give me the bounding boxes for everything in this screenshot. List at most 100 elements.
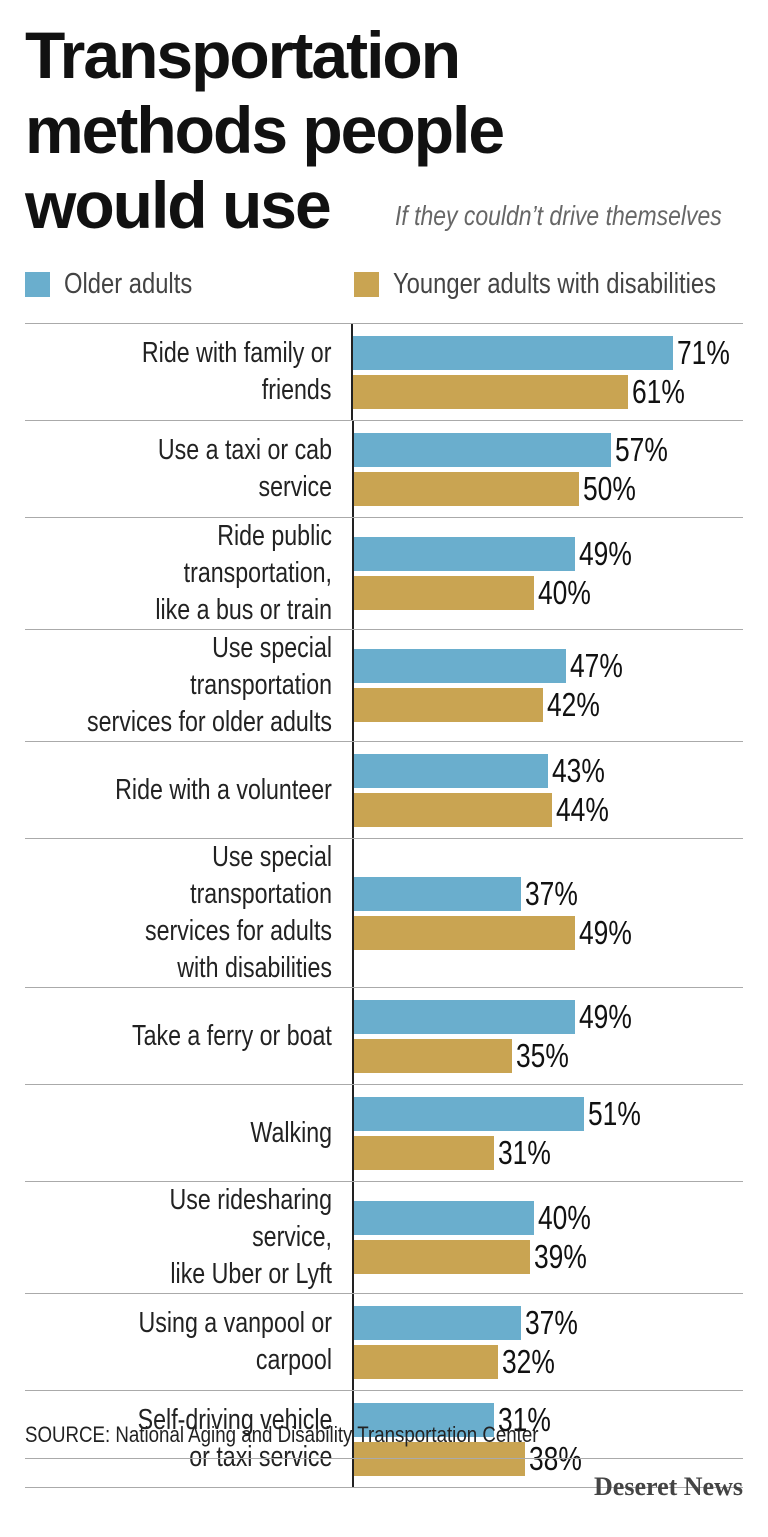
value-label: 31% xyxy=(497,1133,551,1171)
bar xyxy=(354,1305,521,1340)
category-cell: Walking xyxy=(25,1085,352,1181)
chart-title: Transportation methods people would use xyxy=(25,18,505,242)
bar-group: 37% 32% xyxy=(352,1294,743,1390)
source: SOURCE: National Aging and Disability Tr… xyxy=(25,1422,539,1447)
category-label: Ride with a volunteer xyxy=(115,773,332,806)
category-label: Walking xyxy=(250,1116,332,1149)
bar-line: 49% xyxy=(354,913,743,951)
bar-line: 39% xyxy=(354,1238,743,1275)
bar-group: 49% 40% xyxy=(352,518,743,629)
bar xyxy=(354,1344,498,1379)
legend-swatch xyxy=(25,272,50,297)
row: Ride with family or friends 71% 61% xyxy=(25,324,743,421)
value-label: 32% xyxy=(502,1342,555,1380)
bar-group: 71% 61% xyxy=(351,324,743,420)
value-label: 47% xyxy=(569,647,623,684)
row: Take a ferry or boat 49% 35% xyxy=(25,988,743,1085)
legend-item: Younger adults with disabilities xyxy=(354,268,717,301)
value-label: 50% xyxy=(583,469,636,507)
bar-line: 32% xyxy=(354,1342,743,1380)
value-label: 57% xyxy=(614,430,668,468)
value-label: 44% xyxy=(556,790,609,828)
row: Ride with a volunteer 43% 44% xyxy=(25,742,743,839)
row: Walking 51% 31% xyxy=(25,1085,743,1182)
category-cell: Take a ferry or boat xyxy=(25,988,352,1084)
bar-line: 37% xyxy=(354,1303,743,1341)
bar-group: 40% 39% xyxy=(352,1182,743,1293)
row: Ride public transportation, like a bus o… xyxy=(25,518,743,630)
category-cell: Using a vanpool or carpool xyxy=(25,1294,352,1390)
bar-line: 71% xyxy=(353,333,743,371)
value-label: 40% xyxy=(538,574,591,611)
row: Use a taxi or cab service 57% 50% xyxy=(25,421,743,518)
bar xyxy=(354,753,548,788)
category-cell: Self-driving vehicle or taxi service xyxy=(25,1391,352,1487)
bar-line: 49% xyxy=(354,997,743,1035)
bar-line: 37% xyxy=(354,875,743,912)
bar xyxy=(353,335,673,370)
bar-line: 47% xyxy=(354,647,743,684)
bar-line: 31% xyxy=(354,1401,743,1438)
bar xyxy=(354,1135,494,1170)
bar xyxy=(354,649,566,683)
category-label: Use special transportation services for … xyxy=(145,841,332,984)
bar xyxy=(353,374,628,409)
category-label: Use special transportation services for … xyxy=(86,632,332,738)
row: Use ridesharing service, like Uber or Ly… xyxy=(25,1182,743,1294)
value-label: 42% xyxy=(547,686,600,723)
bar xyxy=(354,688,543,722)
category-cell: Use special transportation services for … xyxy=(25,839,352,987)
bar-line: 43% xyxy=(354,751,743,789)
source-box: SOURCE: National Aging and Disability Tr… xyxy=(25,1422,743,1459)
bar xyxy=(354,1096,584,1131)
bar xyxy=(354,537,575,571)
bar-line: 61% xyxy=(353,372,743,410)
bar xyxy=(354,876,521,911)
category-label: Use a taxi or cab service xyxy=(157,434,332,503)
bar-group: 49% 35% xyxy=(352,988,743,1084)
value-label: 71% xyxy=(676,333,730,371)
category-label: Ride with family or friends xyxy=(141,337,332,406)
bar-line: 49% xyxy=(354,535,743,572)
bar xyxy=(354,471,579,506)
bar-line: 40% xyxy=(354,1199,743,1236)
category-label: Ride public transportation, like a bus o… xyxy=(155,520,332,626)
category-label: Self-driving vehicle or taxi service xyxy=(137,1404,332,1473)
row: Use special transportation services for … xyxy=(25,630,743,742)
legend-label: Younger adults with disabilities xyxy=(393,268,717,300)
category-cell: Use special transportation services for … xyxy=(25,630,352,741)
bar-line: 42% xyxy=(354,686,743,723)
bar-group: 57% 50% xyxy=(352,421,743,517)
value-label: 49% xyxy=(578,913,632,951)
bar xyxy=(354,1038,512,1073)
category-cell: Ride with family or friends xyxy=(25,324,351,420)
value-label: 49% xyxy=(578,997,632,1035)
row: Using a vanpool or carpool 37% 32% xyxy=(25,1294,743,1391)
value-label: 49% xyxy=(578,535,632,572)
value-label: 61% xyxy=(631,372,685,410)
value-label: 43% xyxy=(551,751,605,789)
bar-group: 31% 38% xyxy=(352,1391,743,1487)
row: Use special transportation services for … xyxy=(25,839,743,988)
value-label: 35% xyxy=(515,1036,569,1074)
credit: Deseret News xyxy=(594,1472,743,1501)
bar xyxy=(354,576,534,610)
legend-item: Older adults xyxy=(25,268,304,301)
bar-line: 31% xyxy=(354,1133,743,1171)
bar-group: 51% 31% xyxy=(352,1085,743,1181)
category-cell: Ride public transportation, like a bus o… xyxy=(25,518,352,629)
plot: Ride with family or friends 71% 61% Use a t… xyxy=(25,323,743,1488)
legend-swatch xyxy=(354,272,379,297)
value-label: 39% xyxy=(533,1238,587,1275)
value-label: 40% xyxy=(538,1199,591,1236)
bar-group: 37% 49% xyxy=(352,839,743,987)
bar xyxy=(354,1240,530,1274)
legend: Older adults Younger adults with disabili… xyxy=(25,268,717,301)
category-cell: Use ridesharing service, like Uber or Ly… xyxy=(25,1182,352,1293)
value-label: 37% xyxy=(524,1303,578,1341)
category-cell: Use a taxi or cab service xyxy=(25,421,352,517)
category-label: Use ridesharing service, like Uber or Ly… xyxy=(169,1184,332,1290)
bar-line: 50% xyxy=(354,469,743,507)
category-cell: Ride with a volunteer xyxy=(25,742,352,838)
